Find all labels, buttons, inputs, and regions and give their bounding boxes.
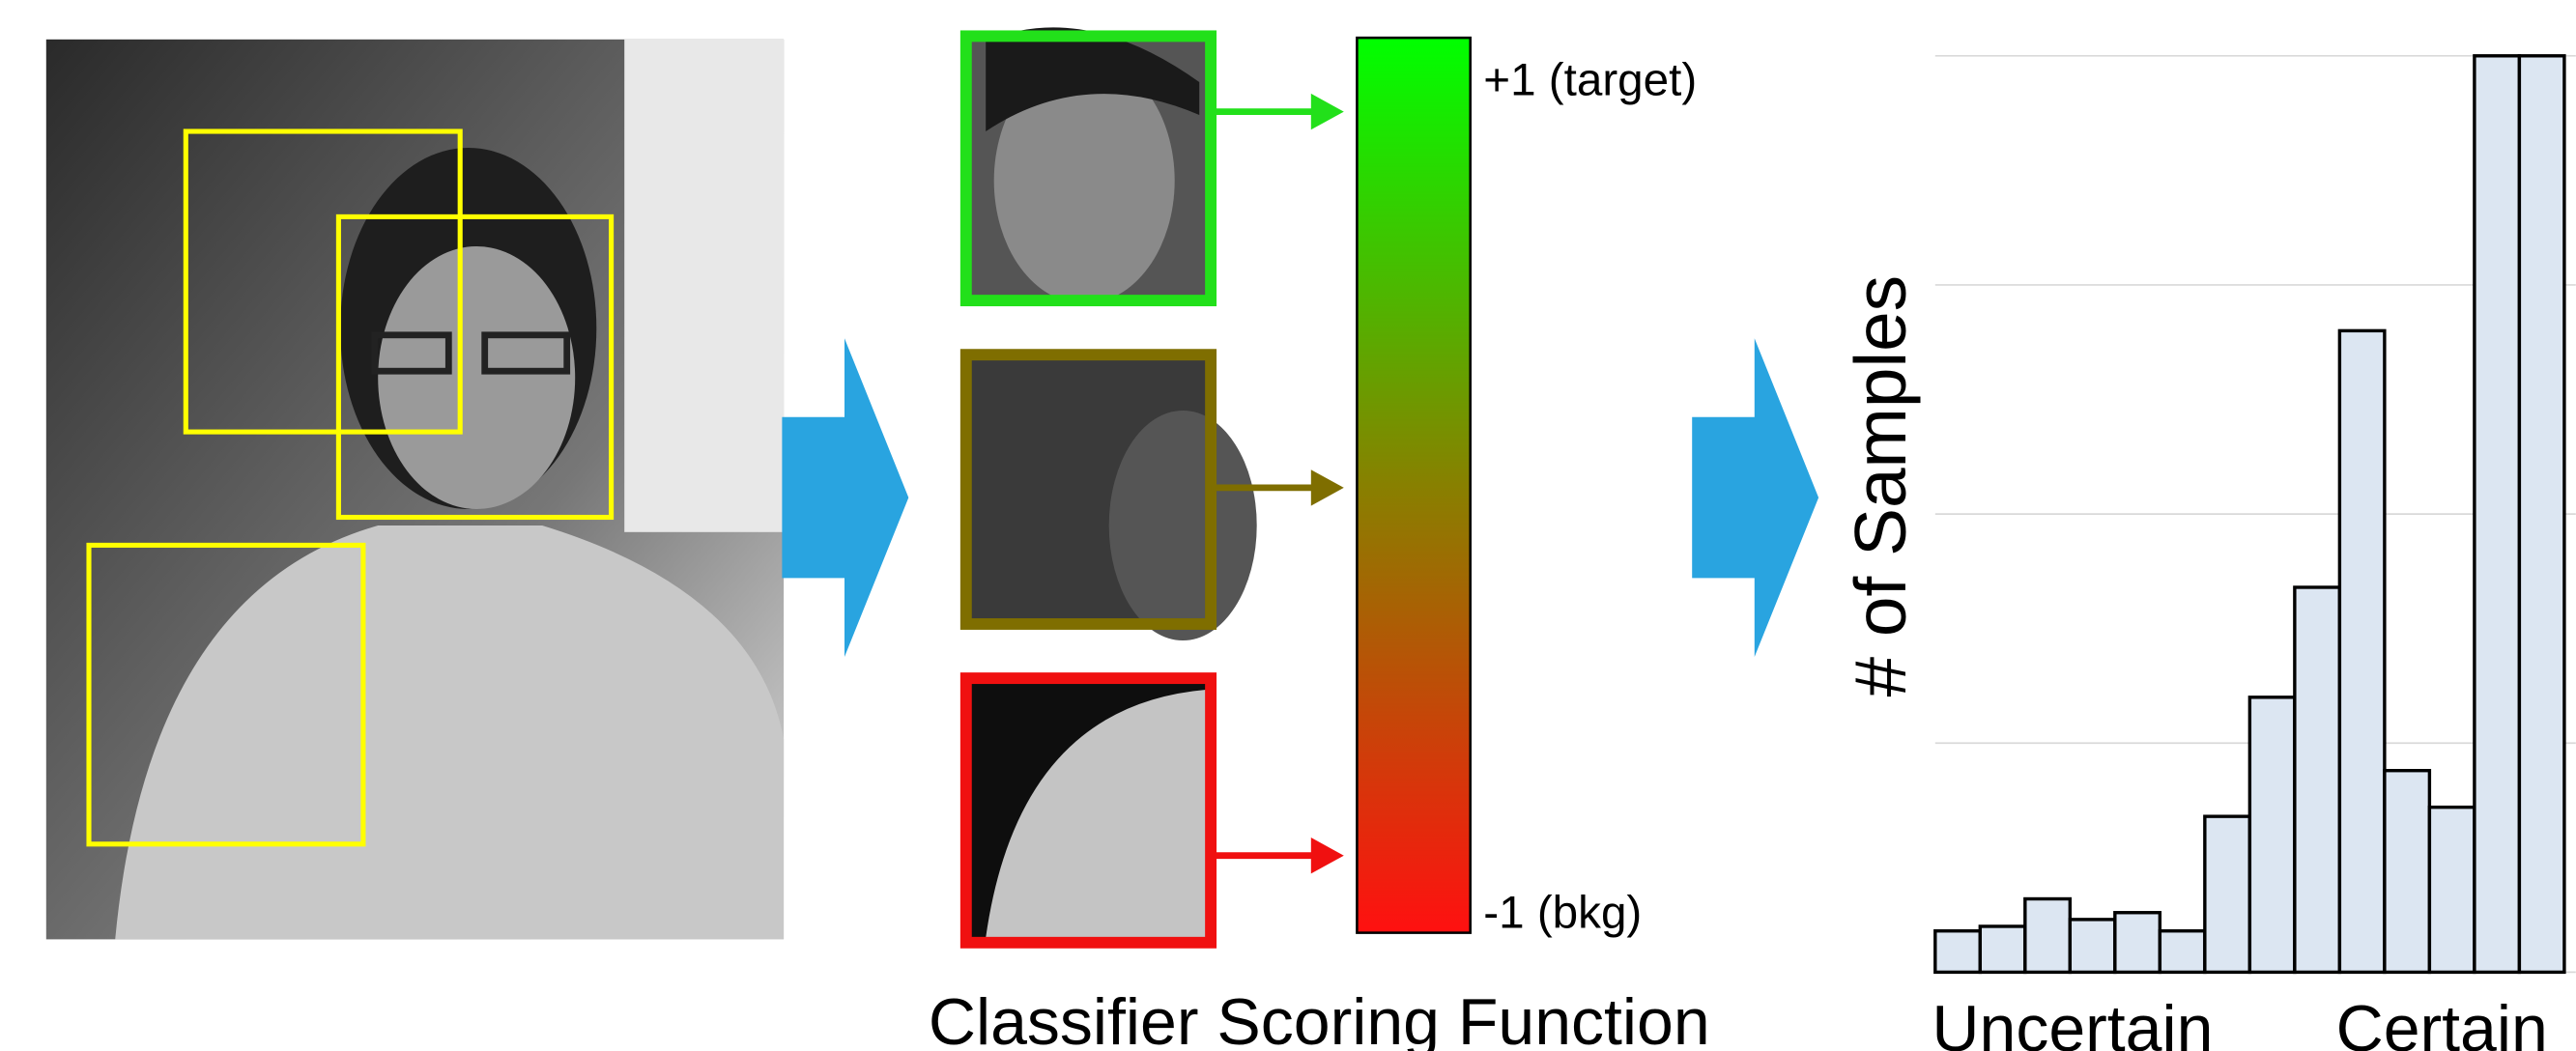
thumbnail xyxy=(966,355,1257,640)
histogram xyxy=(1935,56,2576,973)
bar xyxy=(2160,931,2205,973)
bar xyxy=(2025,899,2071,973)
score-bar xyxy=(1357,38,1470,933)
flow-arrow xyxy=(1692,338,1818,657)
bar xyxy=(2519,56,2564,973)
score-label: +1 (target) xyxy=(1483,55,1697,106)
flow-arrow xyxy=(782,338,908,657)
bar xyxy=(2429,808,2475,973)
bar xyxy=(2385,771,2430,973)
bar xyxy=(2295,587,2340,972)
bar xyxy=(1935,931,1981,973)
x-axis-label: Certain xyxy=(2336,992,2548,1051)
score-label: -1 (bkg) xyxy=(1483,887,1642,938)
photo xyxy=(46,40,784,940)
figure: +1 (target) -1 (bkg) Classifier Scoring … xyxy=(0,0,2576,1051)
caption: Classifier Scoring Function xyxy=(929,985,1710,1051)
thumbnail xyxy=(966,27,1211,303)
y-axis-label: # of Samples xyxy=(1840,275,1921,697)
thumbnail xyxy=(966,678,1211,943)
bar xyxy=(2249,697,2295,973)
bar xyxy=(2205,816,2250,972)
bar xyxy=(1980,926,2025,972)
bar xyxy=(2070,920,2115,973)
x-axis-label: Uncertain xyxy=(1932,992,2213,1051)
bar xyxy=(2339,330,2385,972)
bar xyxy=(2475,56,2520,973)
bar xyxy=(2115,913,2161,973)
